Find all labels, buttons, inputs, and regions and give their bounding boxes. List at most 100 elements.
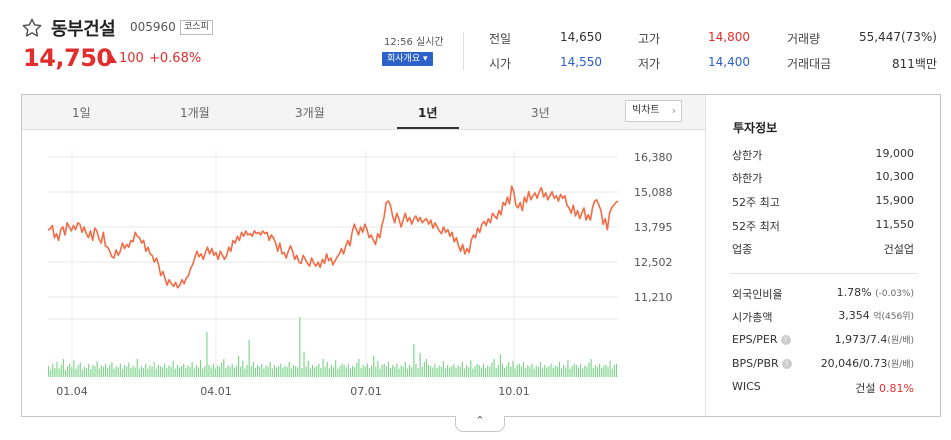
volume-bar [242, 360, 244, 377]
volume-bar [176, 365, 178, 377]
tab-3m[interactable]: 3개월 [295, 106, 325, 120]
volume-bar [227, 365, 229, 377]
volume-bar [149, 365, 151, 377]
tab-3y[interactable]: 3년 [531, 106, 550, 120]
eps-per-number: 1,973/7.4 [834, 333, 888, 346]
volume-bar [406, 368, 409, 377]
volume-bar [362, 365, 364, 377]
volume-bar [341, 363, 343, 377]
volume-bar [96, 361, 98, 377]
x-tick-label: 01.04 [56, 385, 88, 398]
price-change-pct: +0.68% [149, 51, 202, 66]
x-tick-label: 10.01 [498, 385, 530, 398]
upper-limit-label: 상한가 [732, 149, 763, 162]
volume-bar [316, 366, 318, 377]
volume-bar [396, 363, 398, 377]
volume-bar [280, 363, 282, 377]
volume-bar [290, 368, 292, 377]
volume-bar [385, 366, 387, 377]
volume-bar [411, 367, 413, 377]
low-value: 14,400 [708, 55, 750, 69]
volume-bar [489, 366, 491, 377]
lower-limit-value: 10,300 [875, 170, 915, 183]
volume-bar [303, 351, 305, 377]
volume-bar [421, 366, 423, 377]
chevron-right-icon: › [671, 104, 676, 117]
volume-bar [299, 317, 301, 377]
volume-bar [474, 366, 476, 377]
volume-bar [54, 368, 56, 377]
volume-bar [240, 366, 242, 377]
volume-bar [111, 362, 113, 377]
volume-bar [130, 368, 132, 377]
volume-bar [328, 368, 330, 377]
volume-bar [212, 363, 214, 377]
volume-bar [461, 362, 463, 377]
volume-bar [231, 363, 233, 377]
volume-bar [267, 366, 269, 377]
volume-bar [487, 365, 489, 377]
market-cap-unit: 억 [873, 312, 882, 322]
open-label: 시가 [489, 57, 512, 71]
volume-bar [200, 360, 202, 377]
volume-bar [92, 365, 94, 377]
x-tick-label: 04.01 [200, 385, 232, 398]
volume-bar [216, 365, 219, 377]
volume-bar [601, 368, 603, 377]
volume-bar [495, 368, 497, 377]
volume-bar [88, 363, 90, 377]
volume-bar [368, 368, 371, 377]
favorite-star-icon[interactable] [21, 17, 43, 39]
volume-bar [605, 365, 607, 377]
volume-bar [301, 368, 303, 377]
bigchart-button[interactable]: 빅차트 › [625, 100, 682, 122]
price-chart: 16,380 15,088 13,795 12,502 11,210 01.04 04.01… [47, 151, 673, 398]
volume-bar [77, 365, 79, 377]
volume-bar [330, 365, 333, 377]
volume-bar [257, 365, 259, 377]
volume-bar [155, 368, 157, 377]
company-overview-button[interactable]: 회사개요 ▾ [382, 52, 433, 66]
volume-bar [138, 369, 140, 377]
wics-sector[interactable]: 건설 [855, 382, 876, 395]
volume-bar [324, 366, 326, 377]
price-change: 100 [119, 51, 144, 66]
up-arrow-icon [107, 55, 117, 63]
foreign-ratio-change: (-0.03%) [875, 289, 914, 299]
volume-bar [457, 365, 459, 377]
volume-bar [333, 367, 335, 377]
volume-bar [571, 366, 573, 377]
market-cap-rank: (456위) [881, 312, 914, 322]
tab-1d[interactable]: 1일 [72, 106, 91, 120]
volume-bar [206, 332, 208, 377]
market-cap-number: 3,354 [838, 309, 870, 322]
volume-bar [609, 360, 611, 377]
tab-1m[interactable]: 1개월 [180, 106, 210, 120]
volume-bar [561, 368, 563, 377]
volume-bar [565, 367, 567, 377]
volume-bar [356, 362, 358, 377]
volume-bar [527, 365, 529, 377]
volume-bar [295, 366, 297, 377]
volume-bar [599, 363, 601, 377]
volume-bar [269, 362, 271, 377]
volume-bar [339, 366, 341, 377]
volume-bar [172, 360, 174, 377]
volume-bar [221, 362, 223, 377]
volume-bar [307, 360, 309, 377]
help-icon[interactable]: ? [780, 335, 791, 345]
volume-bar [107, 368, 109, 377]
volume-bar [584, 365, 586, 377]
volume-bar [497, 365, 499, 377]
volume-bar [548, 366, 550, 377]
collapse-toggle[interactable]: ⌃ [455, 415, 505, 432]
industry-value[interactable]: 건설업 [883, 243, 914, 256]
volume-bar [360, 368, 362, 377]
volume-bar [347, 363, 349, 377]
volume-bar [434, 363, 436, 377]
realtime-timestamp: 12:56 실시간 [384, 37, 444, 48]
volume-bar [554, 365, 556, 377]
help-icon[interactable]: ? [781, 359, 792, 369]
volume-bar [60, 365, 62, 377]
tab-1y[interactable]: 1년 [418, 106, 438, 120]
